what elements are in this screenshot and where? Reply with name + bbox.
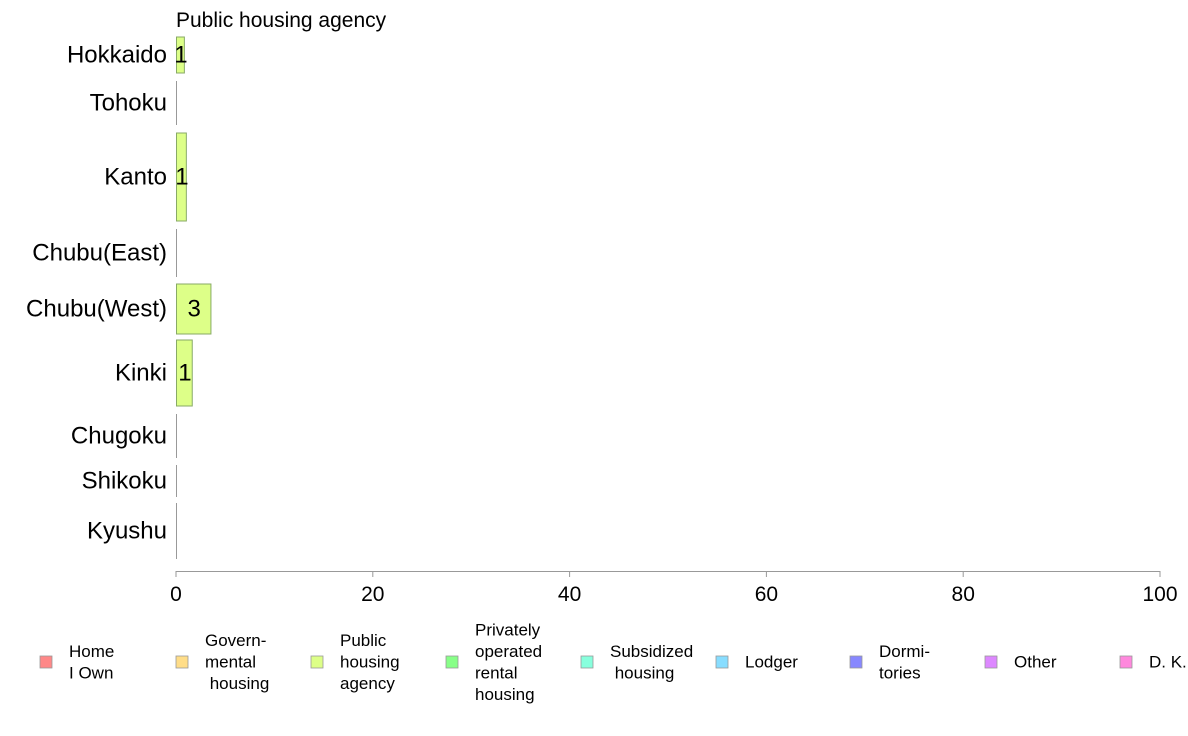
x-tick-label: 60 xyxy=(755,583,778,606)
bar xyxy=(176,339,193,407)
data-label: 1 xyxy=(178,360,191,387)
legend-label: Public housing agency xyxy=(340,631,400,693)
legend-label: Govern-mental housing xyxy=(205,631,269,693)
legend-label-line: housing xyxy=(475,685,535,704)
legend-item: Public housing agency xyxy=(310,631,400,693)
legend-label-line: Dormi- xyxy=(879,642,930,661)
legend-label-line: tories xyxy=(879,663,921,682)
category-row: Chubu(East) xyxy=(32,229,177,277)
legend-label-line: I Own xyxy=(69,663,113,682)
legend-label-line: Lodger xyxy=(745,653,798,672)
category-row: Chugoku xyxy=(71,414,177,458)
x-tick-label: 20 xyxy=(361,583,384,606)
legend-swatch xyxy=(39,655,53,669)
legend-item: Home I Own xyxy=(39,642,114,683)
legend-label-line: D. K. xyxy=(1149,653,1187,672)
legend-label-line: operated xyxy=(475,642,542,661)
category-rows: Hokkaido 1 Tohoku Kanto 1 Chubu(East) Chubu(We… xyxy=(26,36,212,559)
data-label: 1 xyxy=(175,164,188,191)
legend-swatch xyxy=(445,655,459,669)
legend-item: Lodger xyxy=(715,653,798,672)
x-tick-label: 0 xyxy=(170,583,182,606)
legend-label-line: housing xyxy=(205,674,269,693)
legend-label-line: Public xyxy=(340,631,387,650)
legend-label-line: mental xyxy=(205,653,256,672)
category-row: Kanto 1 xyxy=(104,132,189,222)
x-tick-label: 100 xyxy=(1142,583,1177,606)
chart-title: Public housing agency xyxy=(176,9,387,32)
legend-label: Subsidized housing xyxy=(610,642,693,683)
category-label: Tohoku xyxy=(90,90,167,117)
legend-label: Other xyxy=(1014,653,1057,672)
category-label: Chubu(East) xyxy=(32,240,167,267)
bar xyxy=(176,132,187,222)
data-label: 3 xyxy=(188,296,201,323)
legend-label-line: agency xyxy=(340,674,395,693)
bar xyxy=(176,283,212,335)
category-row: Kyushu xyxy=(87,503,177,559)
category-label: Chugoku xyxy=(71,423,167,450)
category-label: Chubu(West) xyxy=(26,296,167,323)
legend-swatch xyxy=(849,655,863,669)
legend-item: Other xyxy=(984,653,1057,672)
legend-item: Dormi-tories xyxy=(849,642,930,683)
legend-label-line: Govern- xyxy=(205,631,266,650)
legend-label-line: rental xyxy=(475,663,518,682)
bar xyxy=(176,36,185,74)
legend-swatch xyxy=(984,655,998,669)
legend-label-line: housing xyxy=(340,653,400,672)
legend-label-line: Subsidized xyxy=(610,642,693,661)
legend-swatch xyxy=(310,655,324,669)
x-tick-label: 80 xyxy=(952,583,975,606)
legend-swatch xyxy=(1119,655,1133,669)
data-label: 1 xyxy=(174,42,187,69)
legend-label: Dormi-tories xyxy=(879,642,930,683)
category-row: Hokkaido 1 xyxy=(67,36,188,74)
legend-label: Privately operated rental housing xyxy=(475,620,542,704)
legend: Home I Own Govern-mental housing Public hous… xyxy=(39,620,1187,704)
category-row: Tohoku xyxy=(90,81,177,125)
legend-label-line: Other xyxy=(1014,653,1057,672)
legend-label-line: Home xyxy=(69,642,114,661)
legend-item: Govern-mental housing xyxy=(175,631,269,693)
x-axis: 0 20 40 60 80 100 xyxy=(170,571,1178,606)
legend-label-line: Privately xyxy=(475,620,541,639)
category-label: Kinki xyxy=(115,360,167,387)
category-label: Hokkaido xyxy=(67,42,167,69)
legend-swatch xyxy=(580,655,594,669)
legend-item: D. K. xyxy=(1119,653,1187,672)
legend-swatch xyxy=(175,655,189,669)
legend-item: Privately operated rental housing xyxy=(445,620,542,704)
category-row: Shikoku xyxy=(82,465,177,497)
legend-label-line: housing xyxy=(610,663,674,682)
category-label: Kyushu xyxy=(87,518,167,545)
x-tick-label: 40 xyxy=(558,583,581,606)
legend-item: Subsidized housing xyxy=(580,642,693,683)
legend-swatch xyxy=(715,655,729,669)
legend-label: D. K. xyxy=(1149,653,1187,672)
legend-label: Lodger xyxy=(745,653,798,672)
category-label: Shikoku xyxy=(82,468,167,495)
category-label: Kanto xyxy=(104,164,167,191)
legend-label: Home I Own xyxy=(69,642,114,683)
category-row: Kinki 1 xyxy=(115,339,193,407)
category-row: Chubu(West) 3 xyxy=(26,283,212,335)
